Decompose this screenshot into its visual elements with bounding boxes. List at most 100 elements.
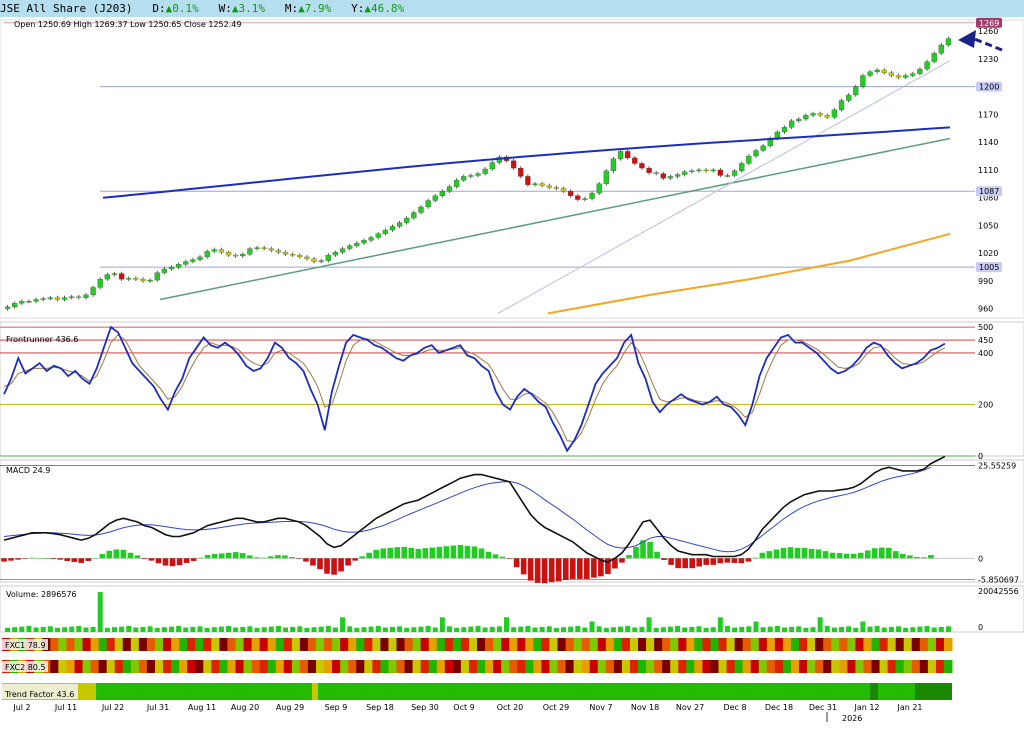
candle[interactable] xyxy=(625,151,631,159)
candle[interactable] xyxy=(47,297,53,299)
candle[interactable] xyxy=(910,73,916,76)
candle[interactable] xyxy=(268,248,274,251)
candle[interactable] xyxy=(575,195,581,200)
candle[interactable] xyxy=(175,264,182,268)
candle[interactable] xyxy=(739,163,745,172)
candle[interactable] xyxy=(183,261,189,265)
candle[interactable] xyxy=(461,176,467,181)
candle[interactable] xyxy=(667,176,674,179)
candle[interactable] xyxy=(290,253,296,256)
candle[interactable] xyxy=(411,212,417,219)
candle[interactable] xyxy=(382,229,388,234)
candle[interactable] xyxy=(532,183,538,185)
candle[interactable] xyxy=(389,226,396,231)
candle[interactable] xyxy=(297,254,303,258)
candle[interactable] xyxy=(582,198,588,200)
candle[interactable] xyxy=(539,183,545,186)
candle[interactable] xyxy=(261,247,267,249)
candle[interactable] xyxy=(810,113,816,116)
candle[interactable] xyxy=(931,53,937,62)
candle[interactable] xyxy=(639,163,645,169)
candle[interactable] xyxy=(361,240,367,244)
candle[interactable] xyxy=(304,256,310,259)
candle[interactable] xyxy=(874,69,880,72)
candle[interactable] xyxy=(225,252,232,256)
candle[interactable] xyxy=(546,185,552,188)
candle[interactable] xyxy=(76,296,82,298)
candle[interactable] xyxy=(69,296,75,298)
frontrunner-panel[interactable]: 0 200 400 450 500 xyxy=(0,323,993,461)
candle[interactable] xyxy=(774,131,781,139)
candle[interactable] xyxy=(817,113,823,116)
candle[interactable] xyxy=(254,247,260,249)
candle[interactable] xyxy=(325,254,331,261)
candle[interactable] xyxy=(104,274,110,280)
candle[interactable] xyxy=(589,192,595,199)
candle[interactable] xyxy=(689,170,695,173)
candle[interactable] xyxy=(354,242,360,246)
candle[interactable] xyxy=(803,115,809,120)
candle[interactable] xyxy=(432,195,438,201)
candle[interactable] xyxy=(468,175,474,177)
candle[interactable] xyxy=(404,217,410,223)
candle[interactable] xyxy=(233,254,239,257)
candle[interactable] xyxy=(760,145,766,151)
candle[interactable] xyxy=(218,249,225,253)
candle[interactable] xyxy=(525,176,531,185)
candle[interactable] xyxy=(568,191,574,196)
candle[interactable] xyxy=(240,253,246,257)
candle[interactable] xyxy=(147,279,153,282)
candle[interactable] xyxy=(824,115,830,118)
candle[interactable] xyxy=(867,71,873,76)
candle[interactable] xyxy=(895,75,902,78)
candle[interactable] xyxy=(83,294,89,298)
candle[interactable] xyxy=(61,297,68,300)
candle[interactable] xyxy=(518,167,524,177)
candle[interactable] xyxy=(610,158,617,172)
candle[interactable] xyxy=(418,206,424,213)
candle[interactable] xyxy=(938,44,944,54)
candle[interactable] xyxy=(90,287,96,296)
candle[interactable] xyxy=(190,259,196,262)
candle[interactable] xyxy=(603,170,609,184)
candle[interactable] xyxy=(788,120,795,128)
candle[interactable] xyxy=(40,298,46,300)
volume-panel[interactable]: 20042556 0 xyxy=(5,587,1019,632)
candle[interactable] xyxy=(375,233,381,238)
candle[interactable] xyxy=(853,86,859,96)
candle[interactable] xyxy=(425,200,431,208)
candle[interactable] xyxy=(653,172,659,174)
candle[interactable] xyxy=(118,273,125,280)
candle[interactable] xyxy=(924,61,930,70)
candle[interactable] xyxy=(318,260,324,262)
candle[interactable] xyxy=(168,266,175,270)
candle[interactable] xyxy=(696,169,702,172)
candle[interactable] xyxy=(660,173,666,179)
candle[interactable] xyxy=(510,160,517,169)
candle[interactable] xyxy=(453,179,460,187)
candle[interactable] xyxy=(731,170,738,176)
candle[interactable] xyxy=(710,169,716,172)
candle[interactable] xyxy=(617,151,624,159)
candle[interactable] xyxy=(553,187,560,189)
candle[interactable] xyxy=(332,252,339,256)
candle[interactable] xyxy=(54,297,61,300)
candle[interactable] xyxy=(831,109,838,118)
candle[interactable] xyxy=(596,183,602,194)
candle[interactable] xyxy=(903,75,909,78)
candle[interactable] xyxy=(111,273,118,275)
candle[interactable] xyxy=(753,150,759,157)
candle[interactable] xyxy=(703,169,709,172)
candle[interactable] xyxy=(347,245,353,249)
candle[interactable] xyxy=(917,68,923,74)
candle[interactable] xyxy=(33,299,39,302)
candle[interactable] xyxy=(446,186,453,192)
candle[interactable] xyxy=(97,278,103,288)
candle[interactable] xyxy=(482,168,488,174)
candle[interactable] xyxy=(368,237,374,241)
candle[interactable] xyxy=(682,171,688,175)
candle[interactable] xyxy=(489,162,495,170)
candle[interactable] xyxy=(838,100,845,110)
